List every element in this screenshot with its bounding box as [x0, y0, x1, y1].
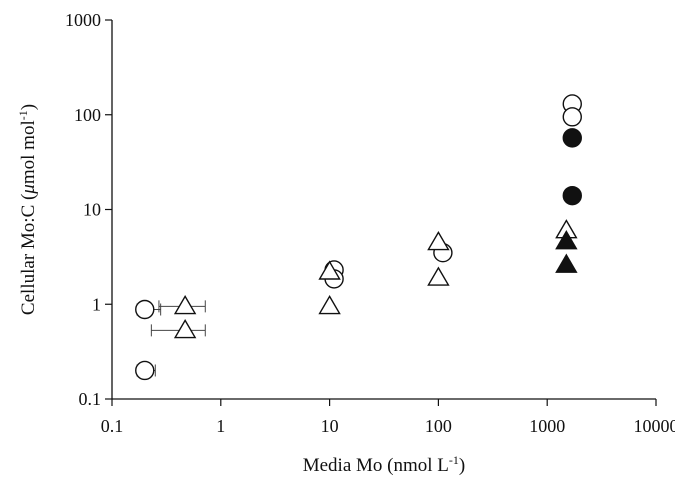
data-point	[173, 294, 197, 315]
data-point	[135, 299, 155, 320]
x-tick-label: 10000	[634, 416, 675, 436]
data-point	[318, 294, 341, 315]
x-tick-label: 1	[216, 416, 225, 436]
data-markers	[135, 94, 582, 381]
x-tick-label: 0.1	[101, 416, 124, 436]
y-tick-label: 0.1	[79, 389, 102, 409]
data-point	[427, 266, 450, 286]
y-tick-label: 1	[92, 294, 101, 314]
y-axis-title-mu: μ	[18, 184, 39, 195]
y-tick-label: 100	[74, 105, 101, 125]
x-axis-title-end: )	[459, 455, 465, 476]
data-point	[555, 230, 578, 250]
y-axis-title-end: )	[18, 104, 39, 110]
y-axis-title-mid: mol mol	[18, 120, 39, 184]
x-tick-label: 10	[321, 416, 339, 436]
plot-area: 0.1 1 10 100 1000 10000 0.1 1 10 100 1000	[65, 10, 675, 436]
y-tick-labels: 0.1 1 10 100 1000	[65, 10, 101, 409]
x-ticks	[111, 399, 657, 406]
x-axis-title-superscript: -1	[449, 453, 459, 467]
x-axis-title-main: Media Mo (nmol L	[303, 455, 449, 476]
y-ticks	[105, 19, 112, 400]
y-axis-title: Cellular Mo:C (μmol mol-1)	[16, 104, 39, 315]
data-point	[555, 253, 578, 273]
data-point	[135, 360, 155, 381]
y-tick-label: 10	[83, 200, 101, 220]
data-point	[427, 230, 450, 251]
data-point	[562, 185, 582, 206]
x-tick-labels: 0.1 1 10 100 1000 10000	[101, 416, 675, 436]
data-point	[318, 260, 341, 280]
y-axis-title-main: Cellular Mo:C (	[18, 194, 39, 315]
y-tick-label: 1000	[65, 10, 101, 30]
x-tick-label: 100	[425, 416, 452, 436]
x-axis-title: Media Mo (nmol L-1)	[303, 453, 466, 476]
x-tick-label: 1000	[529, 416, 565, 436]
y-axis-title-superscript: -1	[16, 110, 30, 120]
data-point	[173, 318, 197, 339]
data-point	[562, 128, 582, 148]
data-point	[562, 107, 582, 127]
